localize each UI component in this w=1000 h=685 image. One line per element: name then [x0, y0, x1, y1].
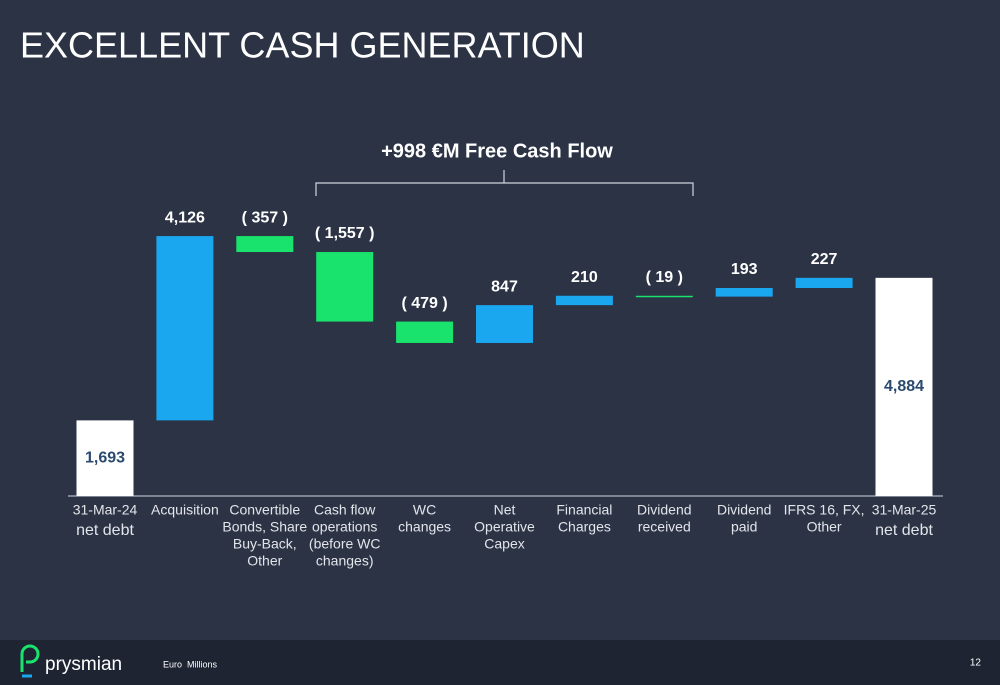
x-tick-label: 31-Mar-24 [73, 502, 138, 518]
x-tick-label: received [638, 519, 691, 535]
x-tick-label: operations [312, 519, 377, 535]
bar [396, 321, 454, 343]
logo-icon [20, 644, 40, 672]
x-tick-label: Operative [474, 519, 535, 535]
value-label: 210 [571, 269, 598, 286]
x-tick-label: Dividend [717, 502, 771, 518]
bar [635, 295, 693, 298]
x-tick-label: IFRS 16, FX, [784, 502, 865, 518]
value-label: ( 1,557 ) [315, 225, 375, 242]
logo-text: prysmian [45, 654, 122, 675]
footer-note: Euro Millions [163, 659, 218, 669]
bar [236, 236, 294, 253]
x-tick-label: Other [807, 519, 842, 535]
x-tick-label: Acquisition [151, 502, 219, 518]
x-tick-label: WC [413, 502, 436, 518]
value-label: 847 [491, 278, 518, 295]
x-tick-label: Other [247, 553, 282, 569]
value-label: 4,126 [165, 209, 205, 226]
bar [715, 287, 773, 297]
x-tick-label: net debt [76, 522, 134, 539]
x-tick-label: Cash flow [314, 502, 376, 518]
x-tick-label: net debt [875, 522, 933, 539]
bar [875, 277, 933, 496]
value-label: 193 [731, 261, 758, 278]
x-tick-label: Charges [558, 519, 611, 535]
page-number: 12 [970, 658, 982, 669]
bar [156, 236, 214, 421]
value-label: 4,884 [884, 378, 924, 395]
bar [555, 295, 613, 306]
bar [316, 252, 374, 322]
x-tick-label: Bonds, Share [222, 519, 307, 535]
footer-band [0, 640, 1000, 685]
x-tick-label: 31-Mar-25 [872, 502, 937, 518]
x-tick-label: Dividend [637, 502, 691, 518]
slide-title: EXCELLENT CASH GENERATION [20, 25, 585, 66]
x-tick-label: Financial [556, 502, 612, 518]
value-label: ( 19 ) [646, 269, 683, 286]
x-tick-label: Buy-Back, [233, 536, 297, 552]
value-label: 227 [811, 251, 838, 268]
x-tick-label: Convertible [229, 502, 300, 518]
x-tick-label: changes [398, 519, 451, 535]
x-tick-label: (before WC [309, 536, 381, 552]
annotation: +998 €M Free Cash Flow [381, 140, 613, 162]
value-label: ( 357 ) [242, 209, 288, 226]
x-tick-label: changes) [316, 553, 374, 569]
x-tick-label: Net [494, 502, 516, 518]
value-label: ( 479 ) [401, 295, 447, 312]
bar [476, 305, 533, 343]
x-tick-label: Capex [484, 536, 524, 552]
x-tick-label: paid [731, 519, 757, 535]
bar [76, 420, 134, 496]
value-label: 1,693 [85, 449, 125, 466]
bar [795, 277, 853, 288]
bracket [315, 170, 694, 196]
